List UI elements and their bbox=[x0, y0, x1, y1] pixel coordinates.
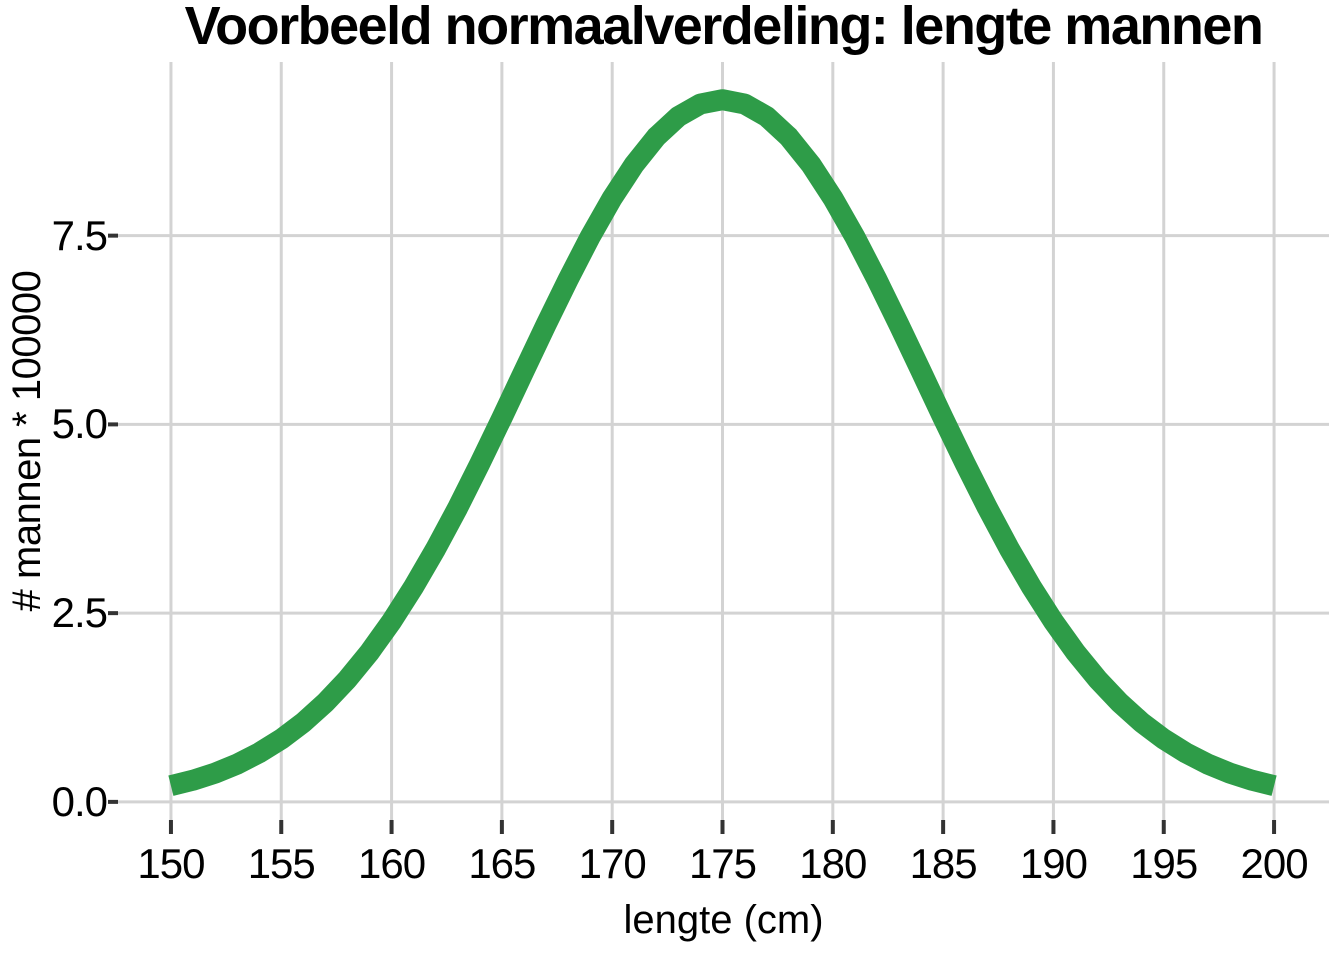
x-tick-label: 195 bbox=[1130, 840, 1198, 887]
x-tick-label: 165 bbox=[468, 840, 536, 887]
y-tick-label: 0.0 bbox=[51, 777, 108, 825]
x-tick-label: 170 bbox=[578, 840, 647, 887]
x-axis-title: lengte (cm) bbox=[623, 898, 824, 942]
y-tick-label: 5.0 bbox=[51, 400, 108, 448]
x-tick-label: 150 bbox=[137, 840, 205, 887]
y-tick-label: 2.5 bbox=[51, 589, 108, 637]
x-tick-label: 160 bbox=[358, 840, 426, 887]
distribution-curve bbox=[168, 89, 1277, 796]
chart-title: Voorbeeld normaalverdeling: lengte manne… bbox=[184, 0, 1264, 56]
x-tick-label: 180 bbox=[799, 840, 867, 887]
x-tick-label: 175 bbox=[688, 840, 757, 887]
x-tick-label: 200 bbox=[1240, 840, 1309, 887]
x-tick-label: 155 bbox=[247, 840, 316, 887]
x-tick-label: 190 bbox=[1019, 840, 1088, 887]
y-tick-label: 7.5 bbox=[51, 211, 108, 259]
x-tick-label: 185 bbox=[909, 840, 978, 887]
